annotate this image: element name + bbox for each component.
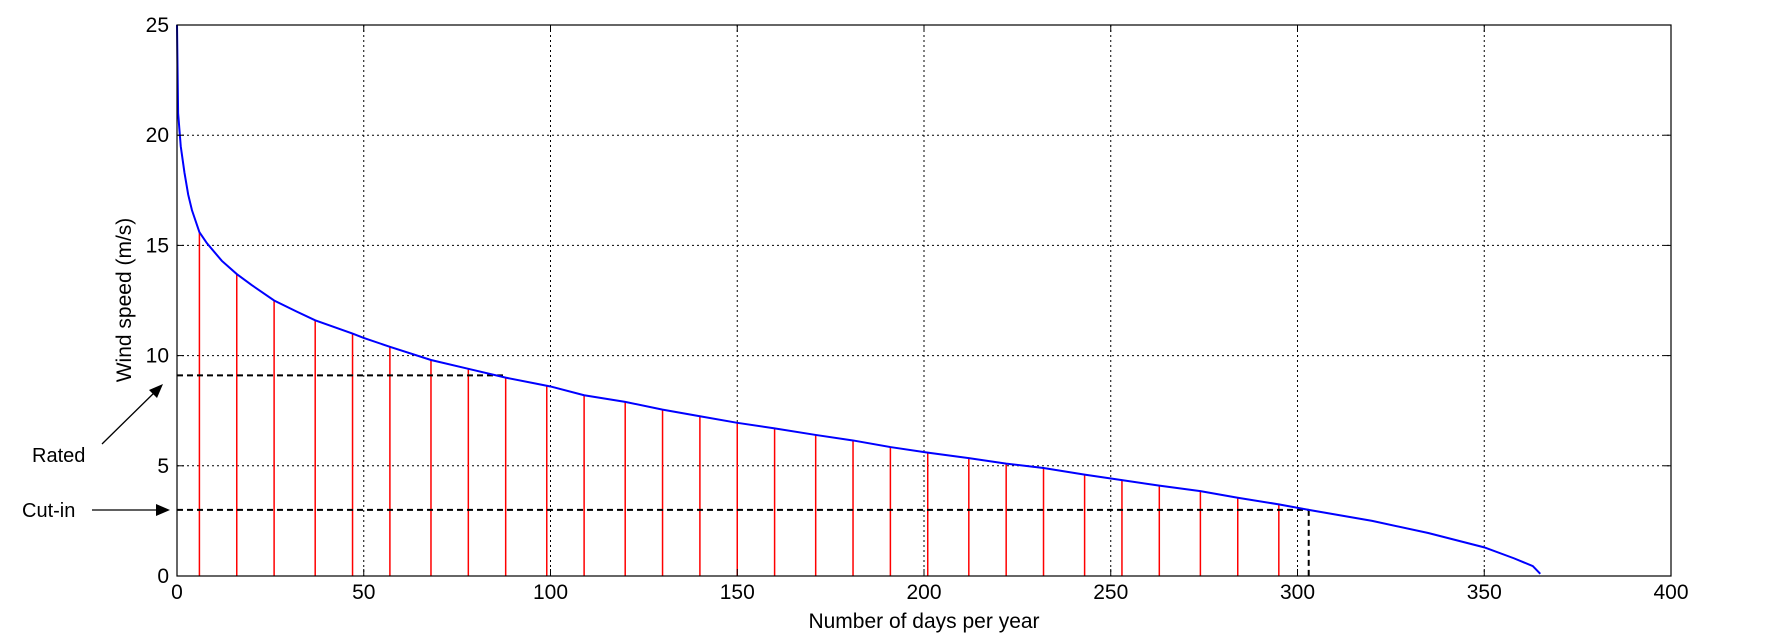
x-tick-label: 200 [906,581,941,604]
rated-arrow-line [101,388,159,445]
y-tick-label: 0 [157,565,169,588]
x-tick-label: 50 [352,581,375,604]
red-stems [198,232,1280,576]
rated-arrow-head [149,384,163,398]
x-axis-label: Number of days per year [808,610,1039,633]
wind-speed-duration-curve [176,24,1541,575]
y-tick-label: 25 [146,14,169,37]
x-tick-label: 250 [1093,581,1128,604]
axis-ticks: 0 50 100 150 200 250 300 350 400 0 5 10 15 20 25 [146,14,1689,604]
y-tick-label: 5 [157,455,169,478]
y-tick-label: 10 [146,345,169,368]
annotations: Rated Cut-in [22,384,170,522]
rated-label: Rated [32,445,85,467]
reference-lines [177,374,1310,576]
x-tick-label: 300 [1280,581,1315,604]
cut-in-label: Cut-in [22,500,75,522]
y-tick-label: 20 [146,124,169,147]
y-axis-label: Wind speed (m/s) [113,218,136,383]
x-tick-label: 400 [1653,581,1688,604]
y-tick-label: 15 [146,234,169,257]
x-tick-label: 150 [720,581,755,604]
cut-in-arrow-head [156,504,170,516]
grid-lines [177,25,1671,576]
x-tick-label: 0 [171,581,183,604]
x-tick-label: 350 [1467,581,1502,604]
x-tick-label: 100 [533,581,568,604]
